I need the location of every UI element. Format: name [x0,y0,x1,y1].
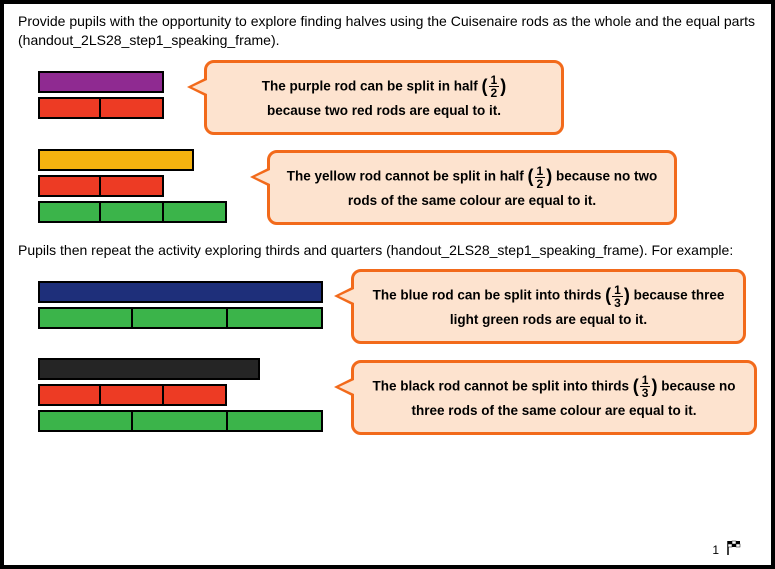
callout-tail-icon [250,167,270,187]
fraction-half: 12 [482,78,507,93]
callout-yellow: The yellow rod cannot be split in half 1… [267,150,677,225]
rod-segment [38,175,101,197]
callout-text: The blue rod can be split into thirds [373,288,606,303]
page-footer: 1 [712,540,743,559]
example-row-1: The purple rod can be split in half 12 b… [18,60,757,135]
example-row-3: The blue rod can be split into thirds 13… [18,269,757,344]
rod-segment [38,307,133,329]
rod-segment [38,384,101,406]
rod-segment [133,410,228,432]
callout-text: The purple rod can be split in half [262,78,482,93]
callout-purple: The purple rod can be split in half 12 b… [204,60,564,135]
flag-icon [725,540,743,559]
example-row-2: The yellow rod cannot be split in half 1… [18,149,757,227]
rod-segment [38,71,164,93]
fraction-half: 12 [528,169,553,184]
callout-text: The yellow rod cannot be split in half [287,169,528,184]
callout-blue: The blue rod can be split into thirds 13… [351,269,746,344]
intro-paragraph-2: Pupils then repeat the activity explorin… [18,241,757,260]
page-number: 1 [712,543,719,557]
rod-segment [38,201,101,223]
rod-segment [38,358,260,380]
rod-segment [38,410,133,432]
rod-segment [101,384,164,406]
fraction-third: 13 [605,288,630,303]
rod-segment [101,201,164,223]
rod-segment [228,307,323,329]
rod-segment [101,97,164,119]
intro-paragraph-1: Provide pupils with the opportunity to e… [18,12,757,50]
callout-black: The black rod cannot be split into third… [351,360,757,435]
callout-tail-icon [334,377,354,397]
rod-segment [38,281,323,303]
fraction-third: 13 [633,378,658,393]
rods-group-2 [38,149,227,227]
callout-tail-icon [187,77,207,97]
callout-text: The black rod cannot be split into third… [372,378,632,393]
example-row-4: The black rod cannot be split into third… [18,358,757,436]
rod-segment [38,149,194,171]
rods-group-4 [38,358,323,436]
rod-segment [164,201,227,223]
rod-segment [164,384,227,406]
rods-group-1 [38,71,164,123]
rod-segment [133,307,228,329]
rod-segment [228,410,323,432]
rod-segment [101,175,164,197]
rods-group-3 [38,281,323,333]
callout-tail-icon [334,286,354,306]
callout-text: because two red rods are equal to it. [267,103,501,118]
rod-segment [38,97,101,119]
